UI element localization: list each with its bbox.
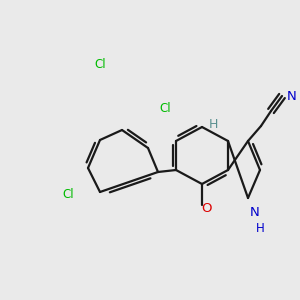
Text: Cl: Cl bbox=[159, 101, 171, 115]
Text: N: N bbox=[250, 206, 260, 220]
Text: O: O bbox=[201, 202, 211, 214]
Text: N: N bbox=[287, 89, 297, 103]
Text: Cl: Cl bbox=[94, 58, 106, 71]
Text: H: H bbox=[208, 118, 218, 131]
Text: Cl: Cl bbox=[62, 188, 74, 202]
Text: H: H bbox=[256, 221, 264, 235]
